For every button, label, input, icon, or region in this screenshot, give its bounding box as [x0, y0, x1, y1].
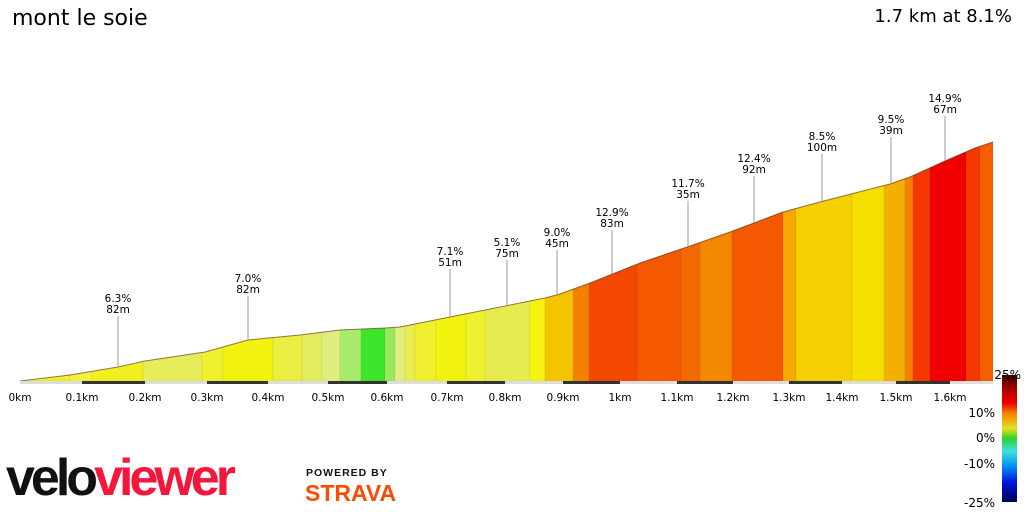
scale-bar-segment [677, 381, 733, 384]
x-tick-label: 0.2km [128, 392, 161, 404]
gradient-segment [680, 242, 701, 382]
x-tick-label: 1.2km [716, 392, 749, 404]
annotation-gradient: 12.4% [737, 153, 770, 165]
climb-summary: 1.7 km at 8.1% [874, 6, 1012, 27]
logo-velo: velo [6, 449, 98, 507]
scale-bar-segment [896, 381, 950, 384]
legend-label: 25% [994, 368, 1021, 382]
gradient-segment [529, 297, 546, 382]
annotation-length: 67m [933, 104, 957, 116]
legend-label: -25% [964, 496, 995, 510]
annotation-gradient: 14.9% [928, 93, 961, 105]
gradient-segment [360, 327, 386, 382]
annotation-length: 83m [600, 218, 624, 230]
gradient-segment [965, 145, 981, 382]
gradient-segment [339, 328, 362, 382]
x-tick-label: 0.5km [311, 392, 344, 404]
annotation-length: 35m [676, 189, 700, 201]
annotation-length: 39m [879, 125, 903, 137]
x-tick-label: 1.4km [825, 392, 858, 404]
gradient-segment [272, 334, 303, 382]
x-tick-label: 0.9km [546, 392, 579, 404]
distance-scale-bar [20, 381, 993, 384]
scale-bar-segment [447, 381, 505, 384]
gradient-segment [484, 300, 531, 382]
x-tick-label: 1.1km [660, 392, 693, 404]
scale-bar-segment [207, 381, 268, 384]
scale-bar-segment [328, 381, 387, 384]
annotation-length: 82m [106, 304, 130, 316]
annotation-length: 92m [742, 164, 766, 176]
gradient-segment [465, 309, 486, 382]
annotation-gradient: 7.0% [235, 273, 262, 285]
gradient-segment [301, 331, 323, 382]
gradient-segment [883, 178, 906, 382]
annotation-length: 75m [495, 248, 519, 260]
veloviewer-logo: veloviewer [6, 449, 236, 507]
annotation-length: 51m [438, 257, 462, 269]
annotation-gradient: 9.0% [544, 227, 571, 239]
gradient-segment [782, 208, 797, 382]
gradient-segment [222, 337, 274, 382]
annotation-gradient: 7.1% [437, 246, 464, 258]
gradient-legend-bar [1002, 375, 1017, 502]
gradient-segment [588, 263, 638, 382]
annotation-length: 45m [545, 238, 569, 250]
gradient-segment [731, 211, 784, 382]
gradient-segment [572, 282, 590, 382]
gradient-segment [795, 193, 853, 382]
gradient-segment [394, 325, 406, 382]
climb-title: mont le soie [12, 6, 148, 31]
gradient-segment [544, 288, 574, 382]
x-tick-label: 1km [609, 392, 632, 404]
annotation-gradient: 12.9% [595, 207, 628, 219]
annotation-gradient: 11.7% [671, 178, 704, 190]
gradient-segment [384, 327, 396, 382]
annotation-gradient: 5.1% [494, 237, 521, 249]
legend-label: -10% [964, 457, 995, 471]
gradient-segment [636, 248, 682, 382]
scale-bar-segment [563, 381, 620, 384]
x-tick-label: 0.8km [488, 392, 521, 404]
legend-label: 0% [976, 431, 995, 445]
logo-viewer: viewer [94, 449, 236, 507]
gradient-segment [851, 185, 885, 382]
gradient-segment [904, 175, 914, 382]
gradient-segment [414, 319, 437, 382]
annotation-length: 82m [236, 284, 260, 296]
annotation-gradient: 9.5% [878, 114, 905, 126]
annotation-gradient: 8.5% [809, 131, 836, 143]
gradient-segment [404, 323, 416, 382]
x-tick-label: 1.5km [879, 392, 912, 404]
gradient-segment [699, 230, 733, 382]
gradient-segment [321, 329, 341, 382]
annotation-length: 100m [807, 142, 837, 154]
x-tick-label: 0.3km [190, 392, 223, 404]
x-tick-label: 0.7km [430, 392, 463, 404]
x-tick-label: 0.1km [65, 392, 98, 404]
gradient-segment [912, 167, 931, 382]
scale-bar-segment [789, 381, 842, 384]
x-tick-label: 0.6km [370, 392, 403, 404]
gradient-segment [435, 313, 467, 382]
scale-bar-segment [82, 381, 145, 384]
strava-logo: STRAVA [305, 480, 397, 506]
gradient-segment [929, 151, 967, 382]
annotation-gradient: 6.3% [105, 293, 132, 305]
profile-outline [19, 141, 994, 382]
legend-label: 10% [968, 406, 995, 420]
x-tick-label: 1.6km [933, 392, 966, 404]
powered-by-label: POWERED BY [306, 467, 388, 479]
x-tick-label: 0.4km [251, 392, 284, 404]
x-tick-label: 1.3km [772, 392, 805, 404]
x-tick-label: 0km [9, 392, 32, 404]
gradient-segment [979, 141, 994, 382]
